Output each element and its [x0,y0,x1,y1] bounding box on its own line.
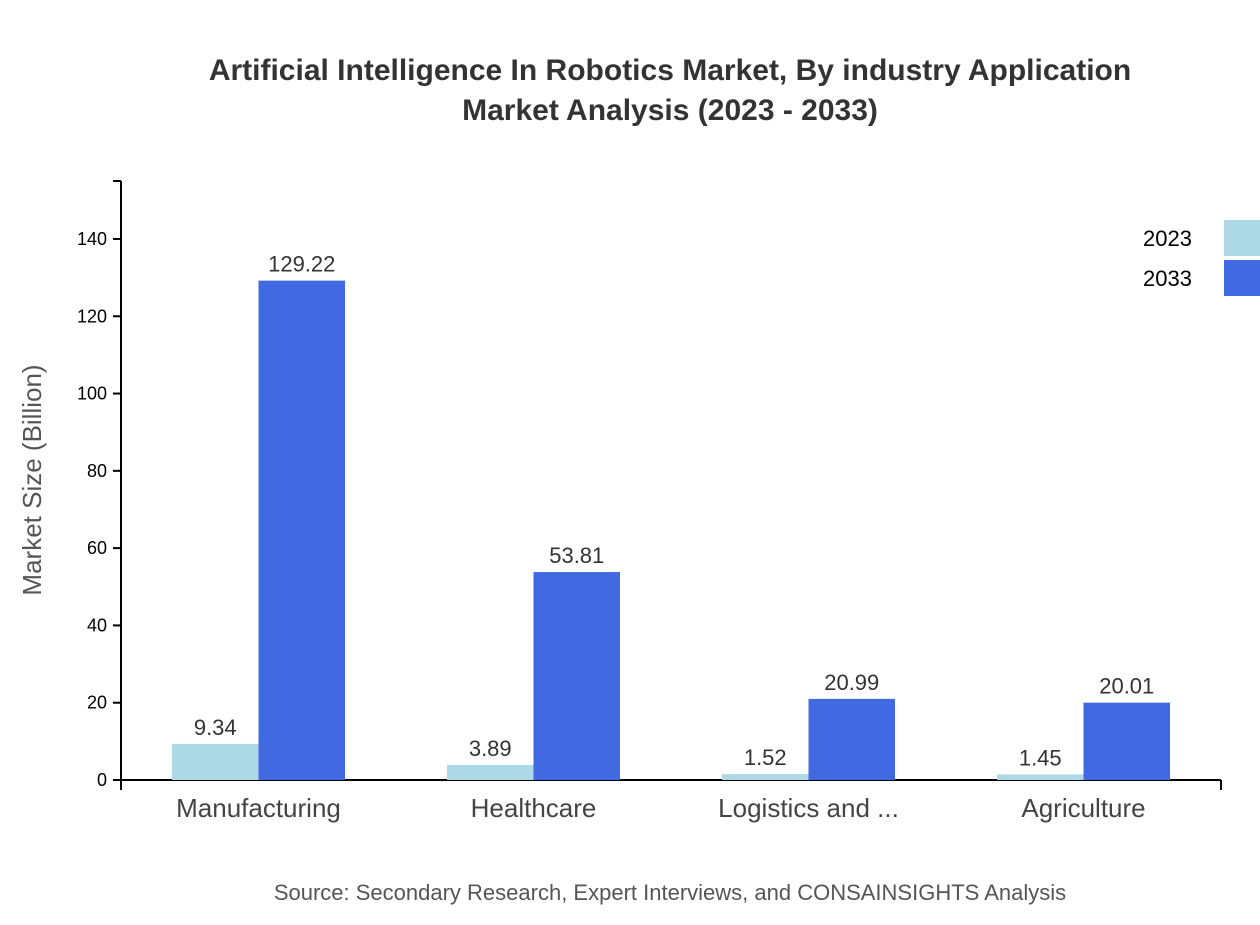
bar-2033 [258,280,345,780]
data-label: 9.34 [194,715,237,740]
bar-2033 [1083,702,1170,780]
x-tick-label: Agriculture [1021,793,1145,823]
bar-2023 [172,743,259,780]
bar-2023 [722,774,809,780]
y-tick-label: 40 [87,615,107,635]
x-tick-label: Healthcare [471,793,597,823]
x-tick-label: Manufacturing [176,793,341,823]
y-tick-label: 140 [77,229,107,249]
source-note: Source: Secondary Research, Expert Inter… [274,880,1066,905]
chart-title-line-1: Artificial Intelligence In Robotics Mark… [209,54,1131,87]
legend-label: 2023 [1143,226,1192,251]
data-label: 129.22 [268,252,335,277]
data-label: 20.01 [1099,674,1154,699]
bar-2033 [533,572,620,780]
legend-swatch [1224,220,1260,256]
y-tick-label: 0 [97,770,107,790]
x-tick-label: Logistics and ... [718,793,899,823]
data-label: 1.52 [744,745,787,770]
bar-2023 [997,774,1084,780]
y-axis-label: Market Size (Billion) [17,364,47,595]
data-label: 20.99 [824,670,879,695]
bar-2023 [447,764,534,780]
bar-2033 [808,698,895,780]
legend-swatch [1224,260,1260,296]
data-label: 1.45 [1019,745,1062,770]
y-tick-label: 120 [77,306,107,326]
y-tick-label: 60 [87,538,107,558]
y-tick-label: 80 [87,461,107,481]
chart-title-line-2: Market Analysis (2023 - 2033) [462,94,878,127]
data-label: 53.81 [549,543,604,568]
legend: 2023 2033 [1143,220,1260,296]
y-tick-label: 100 [77,384,107,404]
y-tick-label: 20 [87,693,107,713]
legend-label: 2033 [1143,266,1192,291]
data-label: 3.89 [469,736,512,761]
